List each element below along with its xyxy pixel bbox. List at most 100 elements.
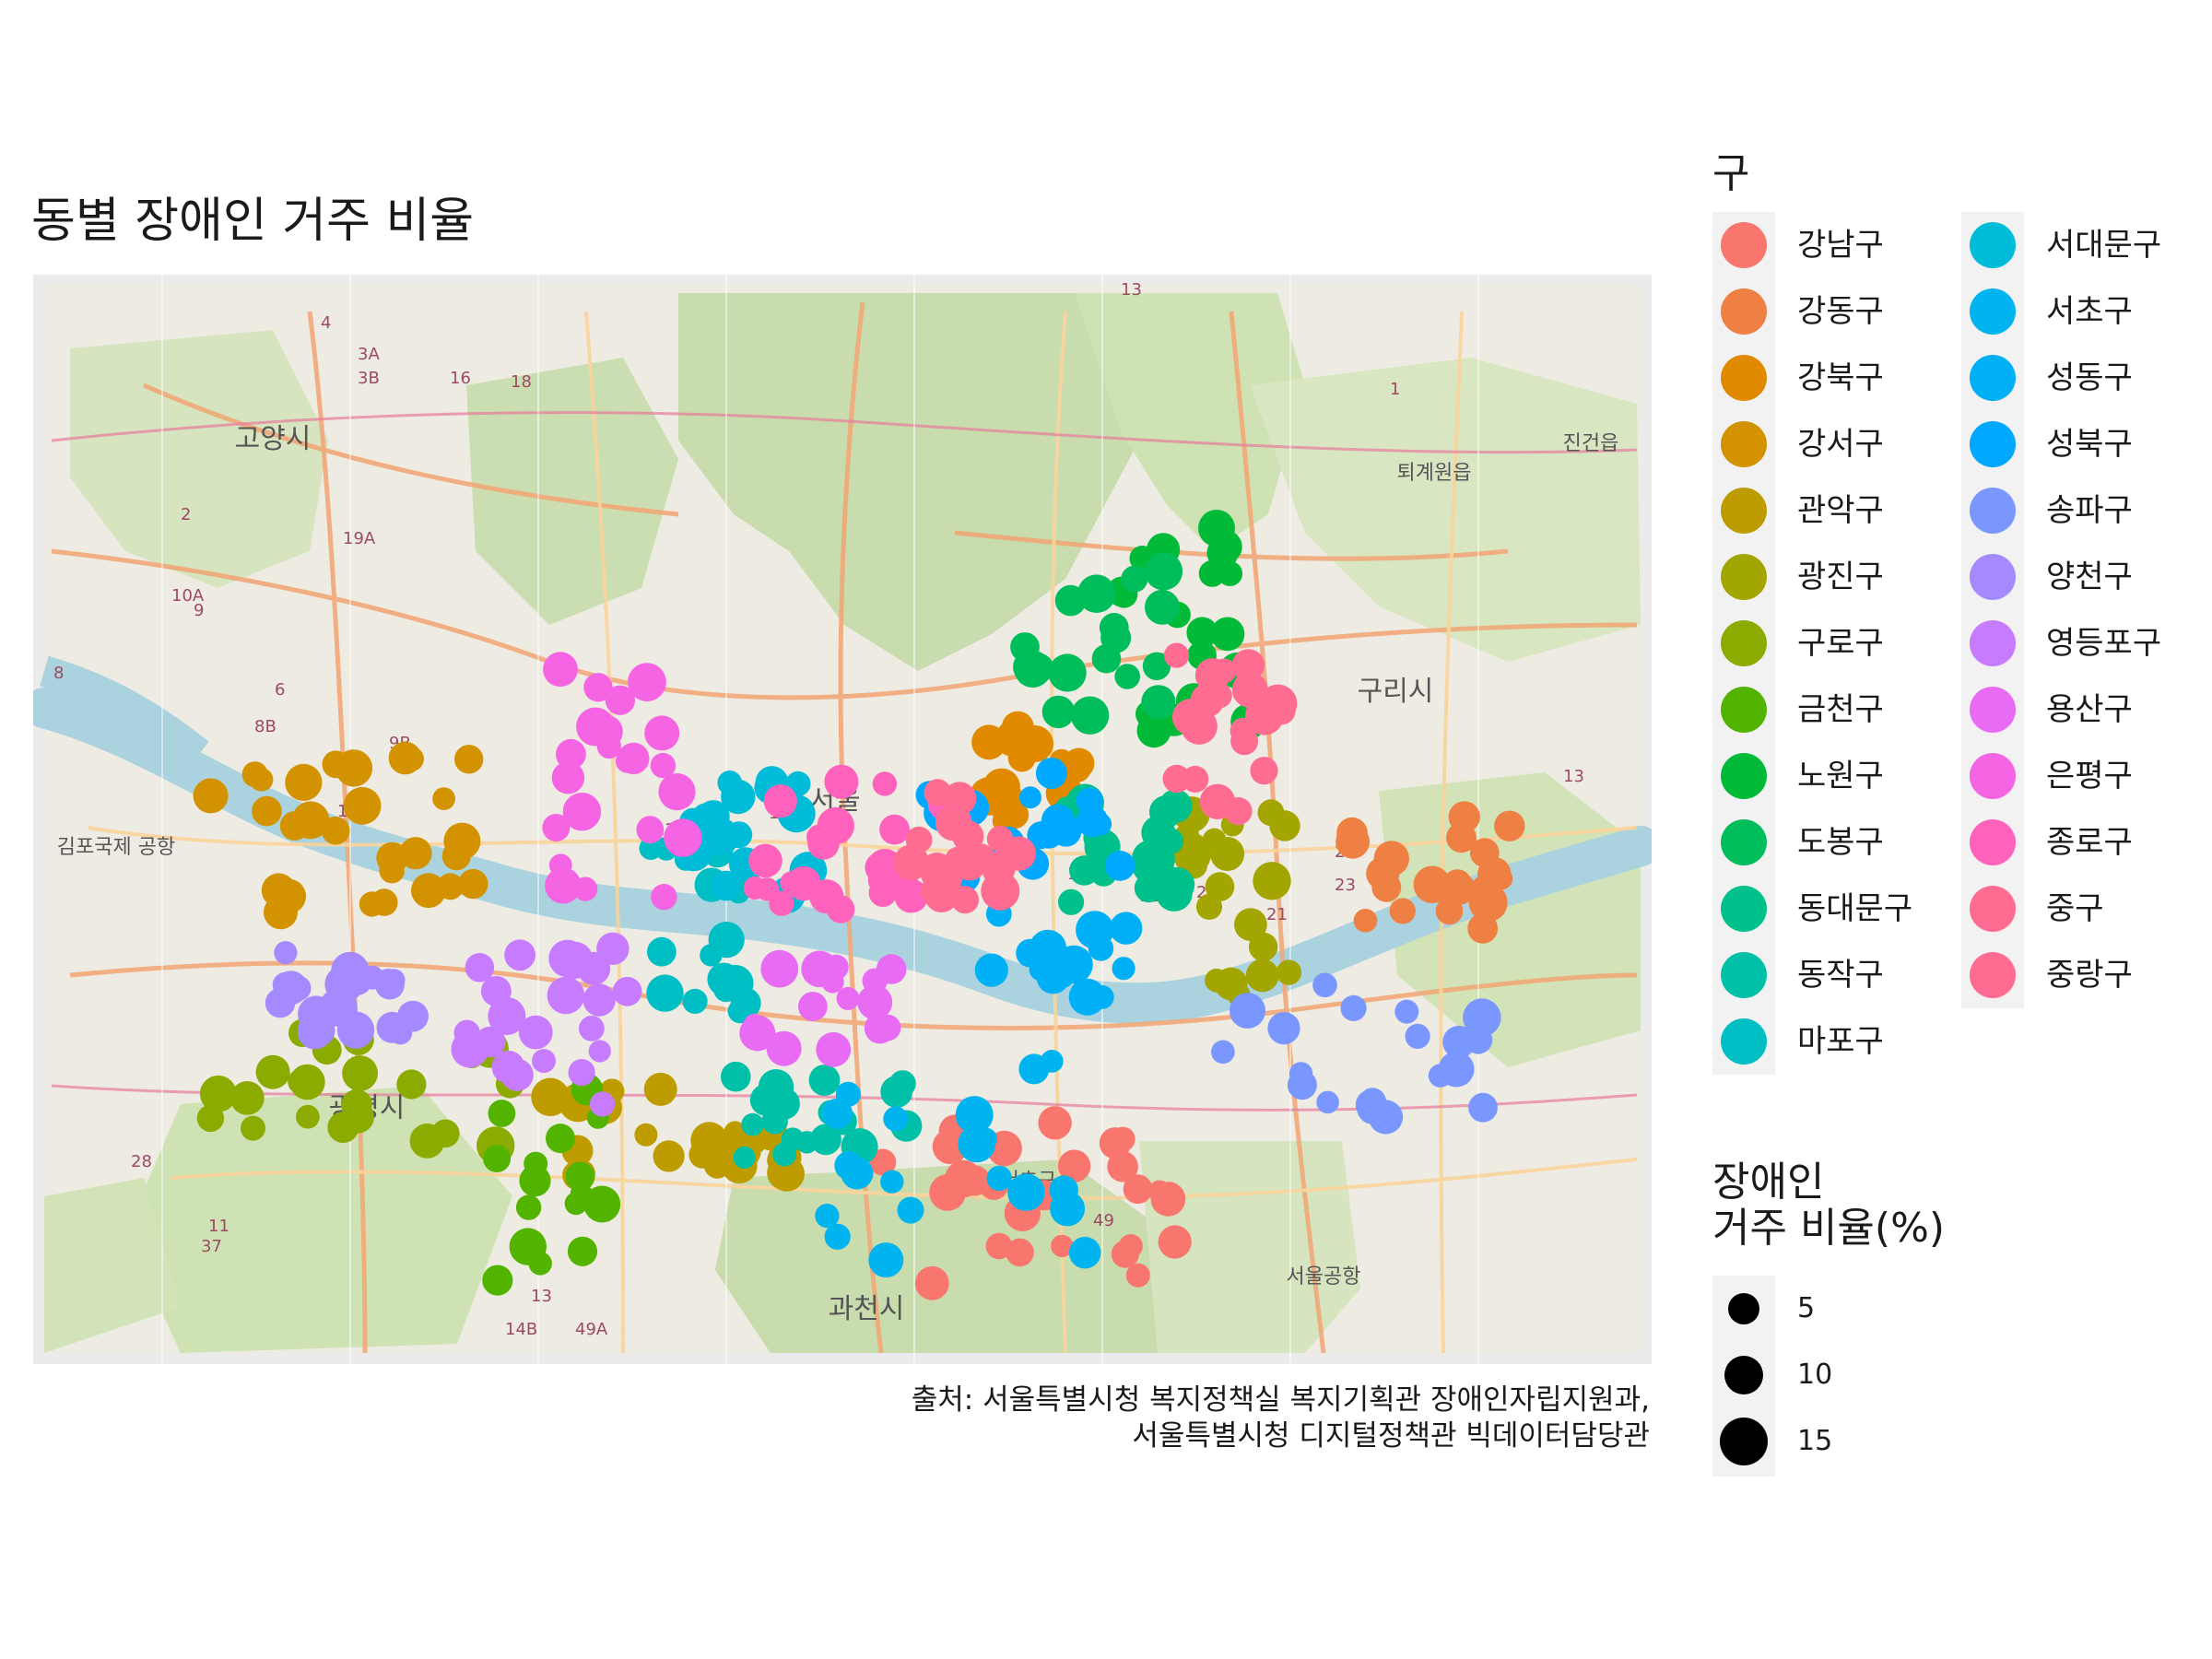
route-number-label: 10A — [171, 586, 205, 606]
district-point — [1112, 957, 1135, 981]
district-point — [1405, 1023, 1430, 1049]
district-point — [342, 1055, 378, 1091]
district-point — [1142, 652, 1171, 680]
district-point — [504, 939, 535, 971]
legend-key — [1712, 942, 1775, 1008]
district-point — [605, 685, 636, 715]
district-point — [1181, 708, 1218, 745]
district-point — [628, 663, 666, 701]
district-point — [876, 954, 907, 984]
map-place-label: 김포국제 공항 — [57, 836, 175, 859]
district-point — [612, 976, 642, 1006]
district-point — [596, 932, 629, 965]
district-point — [1234, 908, 1267, 941]
district-point — [1132, 840, 1170, 877]
district-point — [711, 870, 741, 901]
route-number-label: 13 — [1563, 767, 1584, 786]
legend-key — [1961, 743, 2024, 809]
legend-swatch — [1721, 620, 1767, 666]
caption-line-1: 출처: 서울특별시청 복지정책실 복지기획관 장애인자립지원과, — [911, 1383, 1650, 1417]
district-point — [1076, 787, 1103, 815]
legend-key — [1712, 345, 1775, 411]
district-point — [582, 983, 616, 1017]
district-point — [1036, 960, 1070, 994]
district-point — [935, 804, 972, 841]
district-point — [1035, 758, 1067, 789]
district-point — [981, 851, 1016, 886]
district-point — [1018, 1053, 1050, 1085]
legend-key — [1961, 942, 2024, 1008]
district-point — [769, 890, 794, 916]
district-point — [1448, 801, 1480, 833]
district-point — [816, 1031, 852, 1067]
legend-label: 중랑구 — [2046, 957, 2133, 994]
legend-key — [1712, 1008, 1775, 1075]
district-point — [562, 793, 602, 831]
district-point — [1110, 912, 1143, 945]
map-place-label: 구리시 — [1358, 676, 1434, 708]
legend-swatch — [1970, 886, 2016, 932]
district-point — [589, 714, 623, 748]
district-point — [588, 1040, 611, 1063]
district-point — [515, 1194, 542, 1220]
district-point — [700, 826, 729, 855]
district-point — [241, 1115, 265, 1141]
route-number-label: 8 — [53, 664, 64, 683]
legend-label: 금천구 — [1797, 691, 1884, 728]
district-point — [379, 857, 406, 884]
district-point — [767, 1155, 803, 1191]
legend-key — [1961, 278, 2024, 345]
district-point — [1206, 682, 1232, 709]
district-point — [730, 987, 761, 1018]
map-place-label: 고양시 — [235, 423, 312, 455]
legend-swatch — [1970, 421, 2016, 467]
district-point — [815, 1204, 840, 1229]
legend-swatch — [1721, 1018, 1767, 1065]
size-key-circle — [1724, 1356, 1763, 1394]
size-legend: 장애인 거주 비율(%) 5 10 15 — [1712, 1159, 2081, 1477]
district-point — [1156, 875, 1193, 912]
district-point — [193, 778, 229, 814]
district-point — [196, 1104, 225, 1133]
district-point — [721, 1061, 751, 1092]
district-point — [897, 1196, 924, 1224]
legend-label: 서초구 — [2046, 293, 2133, 330]
district-point — [291, 801, 330, 840]
district-point — [653, 1140, 685, 1172]
legend-key — [1961, 677, 2024, 743]
legend-swatch — [1970, 952, 2016, 998]
route-number-label: 4 — [321, 313, 331, 333]
route-number-label: 3A — [358, 345, 380, 364]
district-point — [1110, 1126, 1135, 1152]
size-key-label: 5 — [1797, 1292, 1816, 1324]
route-number-label: 13 — [531, 1287, 552, 1306]
district-point — [954, 849, 986, 881]
legend-column — [1961, 212, 2024, 1008]
district-point — [1230, 727, 1259, 756]
district-point — [304, 1015, 335, 1046]
legend-label: 영등포구 — [2046, 625, 2162, 662]
district-point — [432, 787, 455, 810]
district-point — [509, 1228, 547, 1265]
legend-key — [1961, 345, 2024, 411]
route-number-label: 13 — [1121, 280, 1142, 300]
legend-label: 양천구 — [2046, 559, 2133, 595]
district-point — [271, 878, 306, 914]
district-point — [1316, 1090, 1339, 1114]
district-point — [914, 1265, 949, 1300]
district-point — [1250, 757, 1278, 785]
map-place-label: 퇴계원읍 — [1397, 462, 1472, 485]
district-point — [869, 1148, 897, 1176]
legend-label: 서대문구 — [2046, 227, 2162, 264]
legend-swatch — [1970, 687, 2016, 733]
legend-swatch — [1970, 222, 2016, 268]
size-key — [1712, 1408, 1775, 1475]
district-point — [864, 1012, 896, 1044]
district-point — [879, 814, 910, 845]
district-point — [1413, 865, 1452, 904]
district-point — [453, 1019, 480, 1046]
legend-label: 강서구 — [1797, 426, 1884, 463]
size-legend-title: 장애인 거주 비율(%) — [1712, 1159, 1946, 1252]
district-point — [199, 1075, 237, 1112]
